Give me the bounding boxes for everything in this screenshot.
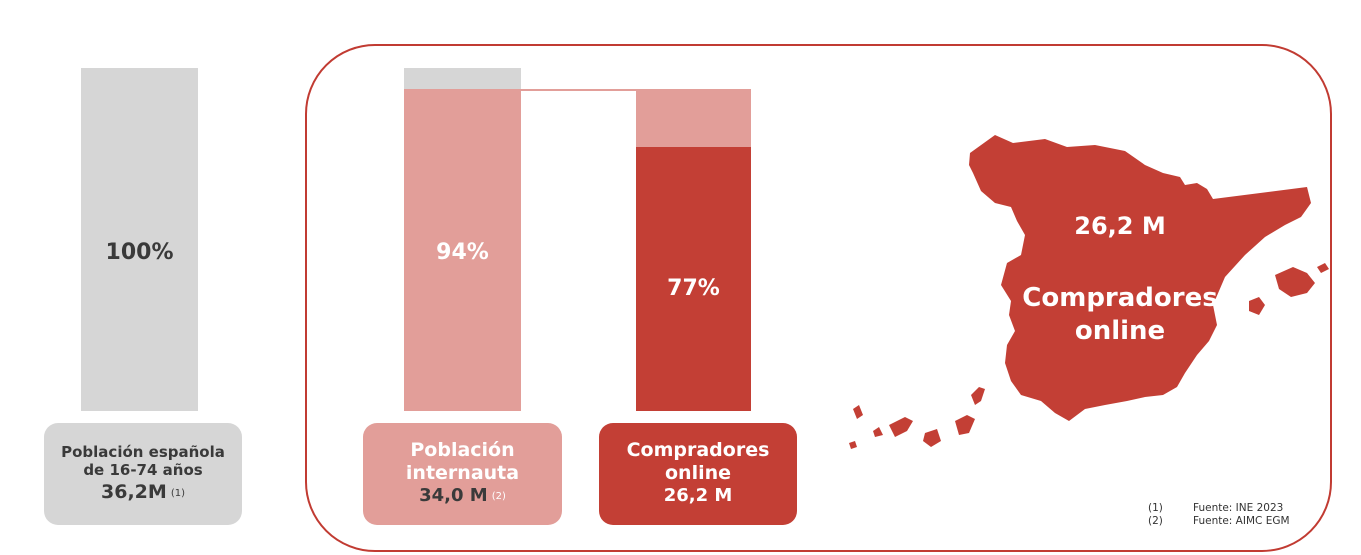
bar-poblacion-espanola	[81, 68, 198, 411]
bar-compradores-online	[636, 146, 751, 411]
bar-value-label: 94%	[436, 240, 489, 265]
bar-connector-line	[521, 88, 636, 91]
map-label: Compradores online	[1010, 282, 1230, 347]
category-label-poblacion-internauta: Población internauta 34,0 M (2)	[363, 423, 562, 525]
map-label-line: online	[1074, 315, 1166, 346]
category-value: 34,0 M	[419, 484, 488, 506]
footnote-number: (1)	[1148, 502, 1163, 514]
bar-value-label: 77%	[667, 276, 720, 301]
footnote-row: (2) Fuente: AIMC EGM	[1148, 515, 1290, 528]
category-label-line: Población española	[61, 443, 225, 461]
footnote-text: Fuente: AIMC EGM	[1193, 515, 1290, 527]
bar-value-label: 100%	[105, 240, 174, 265]
category-label-line: de 16-74 años	[83, 461, 203, 479]
footnotes: (1) Fuente: INE 2023 (2) Fuente: AIMC EG…	[1148, 502, 1290, 528]
category-label-line: online	[664, 461, 732, 484]
map-label-line: Compradores	[1022, 283, 1218, 313]
footnote-ref: (1)	[170, 488, 185, 499]
category-value: 36,2M	[101, 481, 167, 503]
highlight-frame	[305, 44, 1332, 552]
footnote-row: (1) Fuente: INE 2023	[1148, 502, 1290, 515]
category-label-line: Población	[410, 439, 515, 461]
bar-poblacion-internauta	[404, 88, 521, 411]
category-label-line: Compradores	[626, 439, 770, 461]
category-label-poblacion-espanola: Población española de 16-74 años 36,2M (1…	[44, 423, 242, 525]
category-label-compradores-online: Compradores online 26,2 M	[599, 423, 797, 525]
footnote-number: (2)	[1148, 515, 1163, 527]
footnote-ref: (2)	[491, 490, 506, 502]
bar-compradores-online-remainder	[636, 88, 751, 147]
category-label-line: internauta	[405, 461, 520, 484]
category-value-line: 34,0 M (2)	[363, 485, 562, 507]
footnote-text: Fuente: INE 2023	[1193, 502, 1284, 514]
category-value-line: 36,2M (1)	[44, 481, 242, 504]
spain-map-icon	[849, 135, 1329, 449]
map-value: 26,2 M	[1074, 212, 1166, 240]
category-value: 26,2 M	[663, 484, 733, 506]
bar-poblacion-internauta-remainder	[404, 68, 521, 89]
